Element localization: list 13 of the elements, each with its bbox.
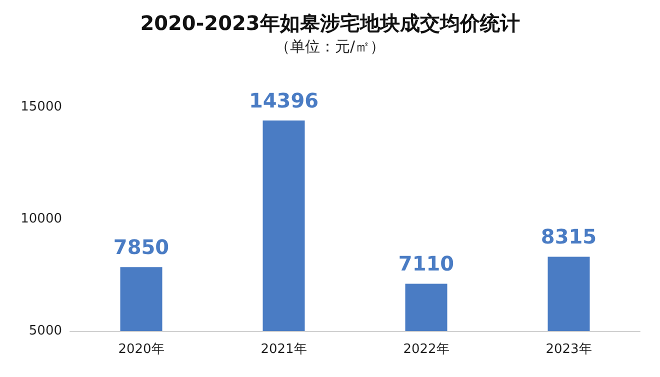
- y-tick-label: 10000: [20, 212, 62, 226]
- chart-subtitle: （单位：元/㎡）: [274, 38, 386, 56]
- data-label: 7850: [113, 235, 170, 260]
- x-tick-label: 2022年: [403, 342, 450, 357]
- chart-title: 2020-2023年如皋涉宅地块成交均价统计: [140, 11, 520, 35]
- y-tick-label: 15000: [20, 100, 62, 114]
- y-tick-label: 5000: [28, 324, 62, 338]
- data-label: 7110: [398, 252, 454, 276]
- x-tick-label: 2021年: [260, 342, 307, 357]
- x-tick-label: 2020年: [118, 342, 164, 357]
- x-tick-label: 2023年: [546, 342, 592, 357]
- data-label: 14396: [248, 88, 319, 113]
- data-label: 8315: [540, 224, 597, 249]
